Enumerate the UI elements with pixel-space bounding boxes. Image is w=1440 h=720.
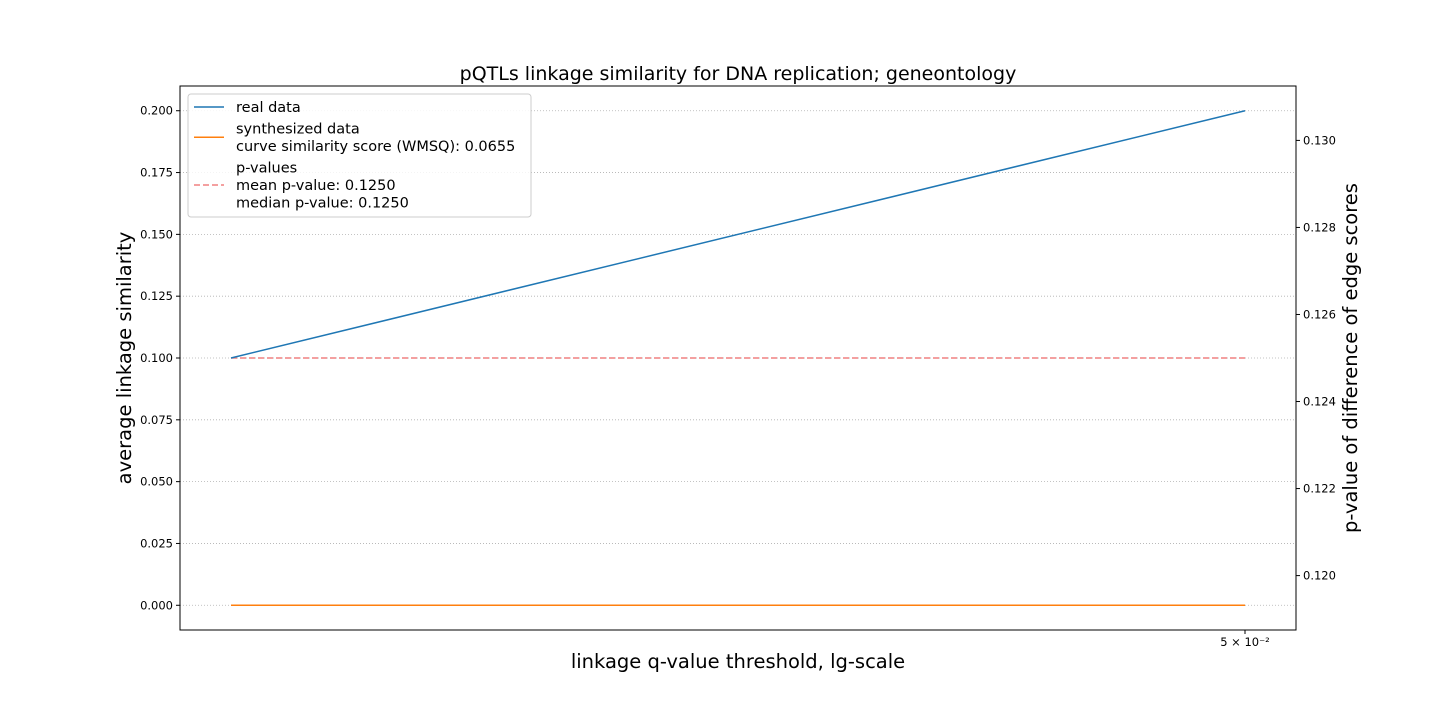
x-axis-label: linkage q-value threshold, lg-scale — [571, 650, 905, 673]
y-tick-label: 0.025 — [140, 536, 173, 550]
x-axis: 5 × 10⁻² — [1220, 630, 1270, 649]
legend-text: p-values — [236, 161, 297, 177]
y-tick-label: 0.125 — [140, 289, 173, 303]
y2-tick-label: 0.124 — [1303, 395, 1336, 409]
y2-tick-label: 0.126 — [1303, 307, 1336, 321]
y2-tick-label: 0.122 — [1303, 482, 1336, 496]
y-tick-label: 0.000 — [140, 598, 173, 612]
chart-title: pQTLs linkage similarity for DNA replica… — [460, 63, 1017, 85]
legend-text: median p-value: 0.1250 — [236, 196, 409, 212]
y-axis-label: average linkage similarity — [113, 232, 136, 485]
legend-text: mean p-value: 0.1250 — [236, 178, 396, 194]
y2-tick-label: 0.130 — [1303, 133, 1336, 147]
y2-tick-label: 0.128 — [1303, 220, 1336, 234]
series-line-real-data — [230, 109, 1246, 359]
series-layer — [230, 109, 1246, 607]
legend-box — [187, 93, 532, 218]
y-tick-label: 0.175 — [140, 166, 173, 180]
y2-tick-label: 0.120 — [1303, 569, 1336, 583]
y-tick-label: 0.050 — [140, 475, 173, 489]
right-y-axis: 0.120 0.122 0.124 0.126 0.128 0.130 — [1296, 133, 1336, 583]
y-tick-label: 0.150 — [140, 227, 173, 241]
y-tick-label: 0.075 — [140, 413, 173, 427]
y-tick-label: 0.100 — [140, 351, 173, 365]
y-tick-label: 0.200 — [140, 104, 173, 118]
x-tick-label: 5 × 10⁻² — [1220, 635, 1270, 649]
legend-text: curve similarity score (WMSQ): 0.0655 — [236, 139, 515, 155]
y2-axis-label: p-value of difference of edge scores — [1339, 183, 1362, 533]
legend-text: synthesized data — [236, 122, 360, 138]
left-y-axis: 0.000 0.025 0.050 0.075 0.100 0.125 0.150 0.175… — [140, 104, 180, 612]
legend-text: real data — [236, 100, 301, 116]
